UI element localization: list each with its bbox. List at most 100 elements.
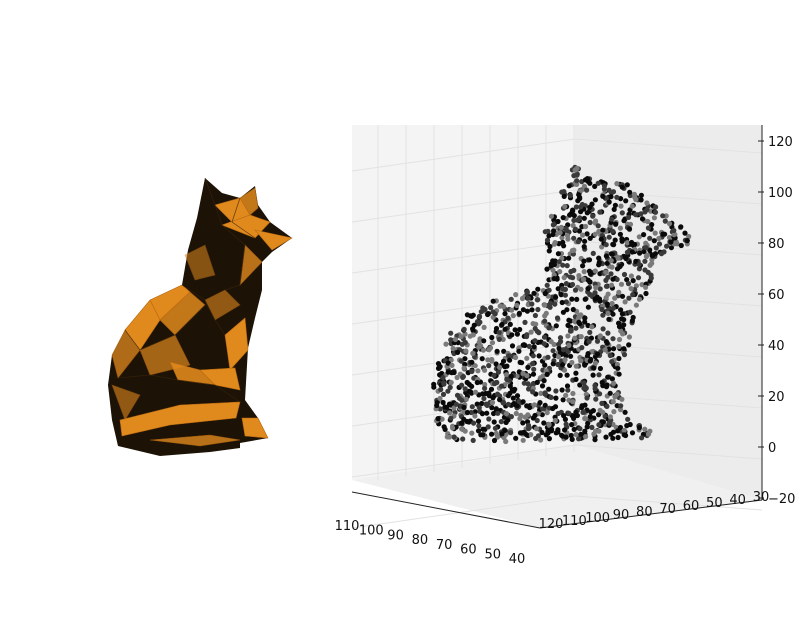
y-tick-label: 110 — [562, 514, 587, 529]
point — [443, 341, 449, 347]
point — [610, 228, 616, 234]
point — [619, 210, 625, 216]
point — [581, 409, 587, 415]
point — [638, 211, 644, 217]
point — [564, 372, 570, 378]
point — [551, 276, 557, 282]
point — [445, 360, 451, 366]
point — [614, 266, 621, 272]
point — [464, 379, 470, 386]
point — [608, 258, 614, 264]
point — [475, 428, 482, 434]
point — [479, 411, 485, 417]
point — [570, 306, 576, 313]
point — [535, 433, 542, 439]
point — [585, 420, 591, 426]
point — [499, 431, 505, 437]
point — [519, 360, 525, 366]
point — [610, 241, 616, 247]
point — [586, 339, 592, 345]
point — [614, 391, 620, 397]
point — [461, 404, 467, 410]
point — [536, 330, 542, 336]
point — [582, 384, 588, 390]
point — [559, 362, 566, 368]
point — [612, 202, 619, 208]
point — [533, 426, 540, 432]
point — [508, 373, 514, 379]
point — [571, 217, 577, 223]
point — [555, 251, 562, 257]
fox-mesh-render — [0, 0, 340, 640]
scatter-3d-chart: 110 100 90 80 70 60 50 40 120 110 100 90 80 70 60 50 40 3… — [330, 0, 800, 640]
point — [565, 333, 571, 339]
point — [589, 424, 595, 430]
point — [682, 230, 688, 236]
point — [521, 429, 527, 435]
point — [609, 216, 615, 222]
point — [633, 196, 639, 203]
point — [561, 193, 567, 199]
point — [626, 226, 633, 232]
point — [524, 355, 530, 361]
point — [552, 417, 558, 424]
point — [484, 410, 490, 416]
point — [609, 251, 615, 257]
point — [531, 344, 537, 350]
point — [558, 292, 564, 298]
point — [440, 375, 446, 381]
point — [468, 390, 475, 396]
point — [639, 216, 646, 222]
point — [627, 189, 633, 195]
point — [581, 269, 587, 275]
point — [445, 369, 451, 375]
point — [566, 317, 572, 323]
y-tick-label: 80 — [636, 505, 653, 520]
point — [451, 405, 457, 411]
point — [567, 192, 574, 199]
point — [572, 335, 578, 341]
point — [581, 215, 587, 221]
point — [612, 237, 618, 243]
x-tick-label: 80 — [412, 533, 429, 548]
point — [616, 343, 622, 350]
point — [503, 438, 509, 445]
point — [583, 223, 589, 230]
point — [668, 245, 675, 251]
point — [564, 233, 571, 239]
point — [623, 198, 629, 204]
point — [490, 309, 496, 315]
z-tick-label: −20 — [768, 492, 795, 507]
point — [618, 328, 624, 334]
point — [557, 230, 563, 236]
point — [573, 325, 579, 331]
point — [617, 225, 624, 231]
point — [608, 194, 614, 200]
point — [595, 223, 601, 229]
point — [526, 343, 532, 349]
y-tick-label: 70 — [659, 502, 676, 517]
point — [563, 434, 569, 440]
point — [564, 307, 570, 313]
point — [600, 326, 606, 332]
z-tick-label: 100 — [768, 186, 793, 201]
point — [525, 295, 531, 301]
point — [463, 348, 469, 354]
point — [458, 334, 464, 340]
point — [528, 329, 534, 335]
point — [478, 309, 484, 315]
point — [447, 384, 453, 390]
point — [585, 304, 592, 310]
point — [475, 418, 482, 424]
point — [608, 282, 615, 288]
point — [606, 234, 612, 240]
point — [520, 342, 526, 348]
point — [603, 242, 609, 248]
point — [537, 400, 543, 406]
point — [608, 271, 614, 277]
point — [471, 420, 477, 426]
point — [459, 341, 465, 347]
z-tick-label: 80 — [768, 237, 785, 252]
point — [476, 423, 482, 429]
point — [555, 361, 561, 368]
